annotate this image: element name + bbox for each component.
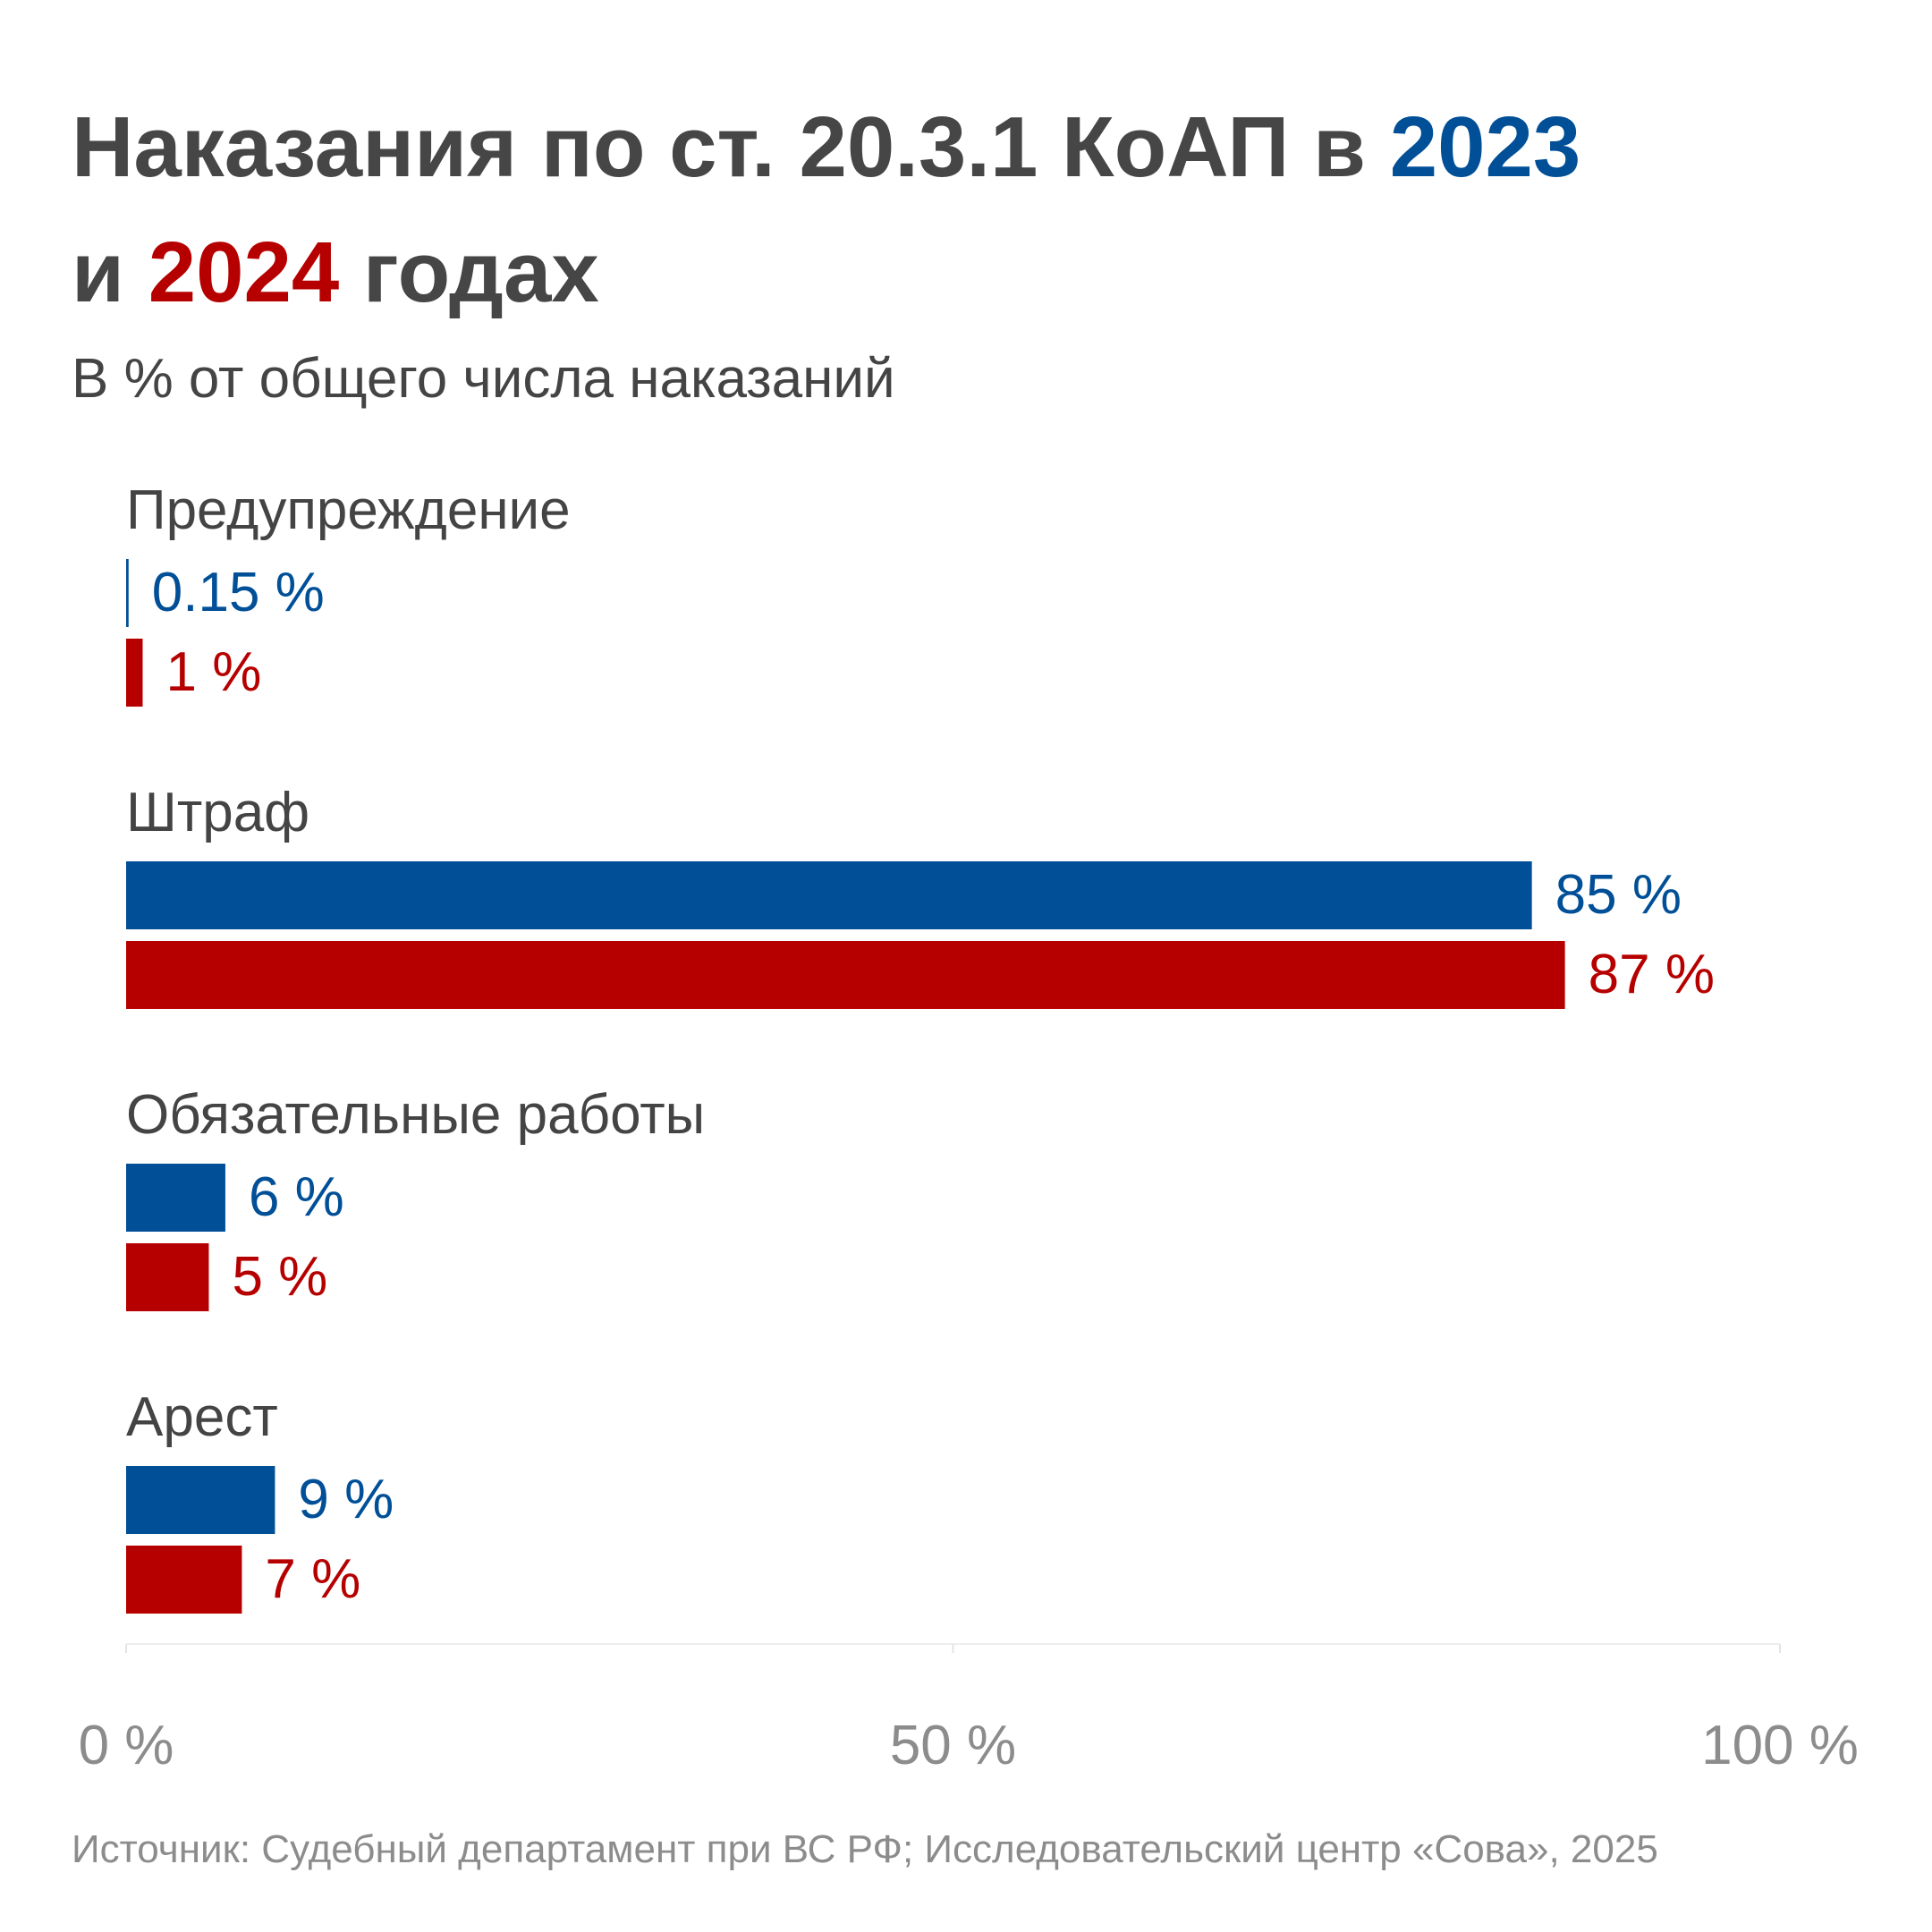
x-tick-label: 50 % <box>890 1715 1016 1776</box>
chart-subtitle: В % от общего числа наказаний <box>72 348 895 410</box>
data-label-2023: 0.15 % <box>152 562 325 623</box>
bar-2024 <box>126 1243 209 1311</box>
data-label-2024: 7 % <box>265 1548 360 1610</box>
bar-2024 <box>126 639 143 707</box>
data-label-2023: 6 % <box>249 1166 344 1228</box>
bar-2023 <box>126 559 129 627</box>
title-part-3: годах <box>339 225 599 320</box>
category-label: Обязательные работы <box>126 1084 705 1146</box>
bar-2023 <box>126 861 1532 929</box>
category-label: Предупреждение <box>126 479 571 541</box>
category-label: Арест <box>126 1386 278 1448</box>
title-year-2023: 2023 <box>1389 99 1581 195</box>
source-note: Источник: Судебный департамент при ВС РФ… <box>72 1827 1658 1871</box>
data-label-2023: 9 % <box>298 1469 394 1530</box>
bar-2023 <box>126 1466 275 1534</box>
data-label-2023: 85 % <box>1555 864 1682 926</box>
data-label-2024: 87 % <box>1589 944 1715 1005</box>
data-label-2024: 5 % <box>232 1246 327 1308</box>
bar-2024 <box>126 1546 242 1614</box>
x-tick-label: 0 % <box>79 1715 174 1776</box>
chart-title: Наказания по ст. 20.3.1 КоАП в 2023 и 202… <box>72 85 1878 335</box>
x-tick-label: 100 % <box>1701 1715 1859 1776</box>
title-part-2: и <box>72 225 148 320</box>
data-label-2024: 1 % <box>165 641 261 703</box>
bar-2024 <box>126 941 1565 1009</box>
category-label: Штраф <box>126 782 309 843</box>
title-year-2024: 2024 <box>148 225 340 320</box>
bar-2023 <box>126 1164 225 1232</box>
title-part-1: Наказания по ст. 20.3.1 КоАП в <box>72 99 1390 195</box>
